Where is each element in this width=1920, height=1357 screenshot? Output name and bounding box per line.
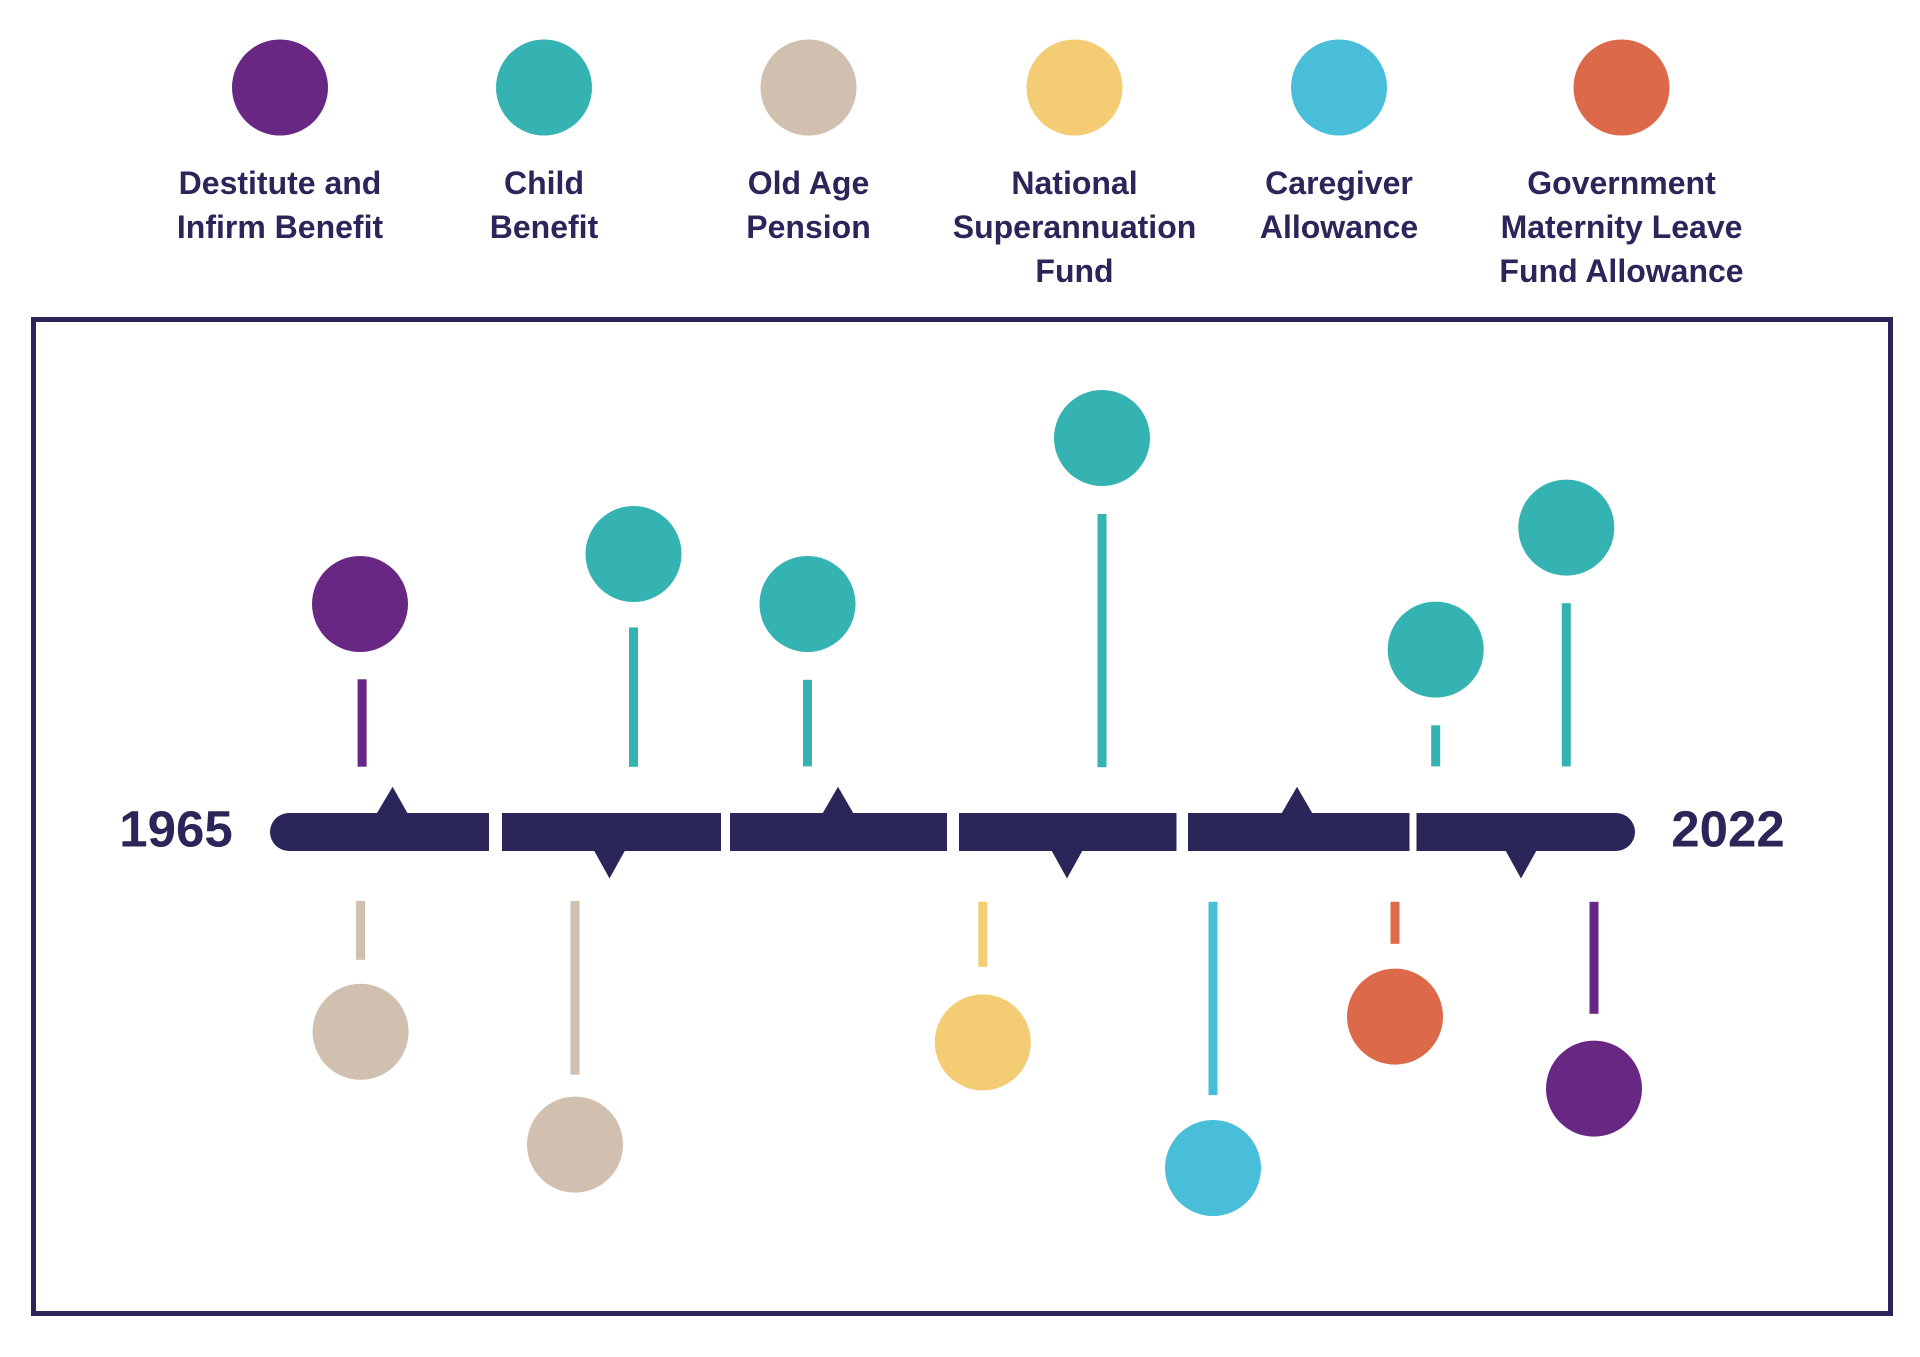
- svg-text:2022: 2022: [1671, 801, 1784, 858]
- svg-text:1965: 1965: [119, 801, 232, 858]
